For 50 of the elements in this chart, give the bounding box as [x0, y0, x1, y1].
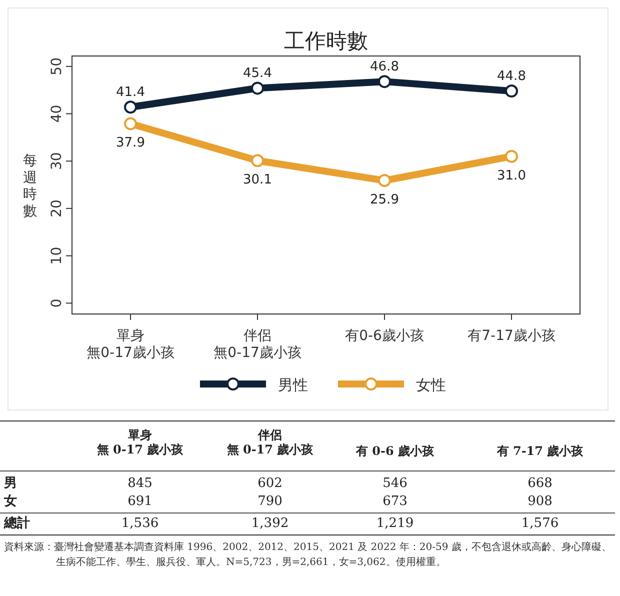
data-label: 908 [528, 494, 552, 509]
data-label: 1,536 [121, 516, 159, 531]
point [251, 154, 264, 168]
chart-title: 工作時數 [284, 29, 368, 53]
data-label: 602 [258, 476, 282, 491]
legend-label: 男性 [278, 376, 308, 394]
data-label: 31.0 [497, 168, 526, 184]
point [251, 82, 264, 95]
data-label: 46.8 [370, 60, 399, 75]
y-tick-label: 20 [49, 200, 65, 218]
y-tick-label: 50 [49, 58, 65, 76]
data-label: 546 [382, 476, 408, 491]
data-label: 1,392 [251, 516, 289, 531]
point [378, 75, 391, 88]
y-tick-label: 0 [49, 298, 65, 308]
y-tick-label: 10 [49, 246, 65, 265]
data-label: 45.4 [243, 66, 272, 82]
category-label: 有 0-6 歲小孩 [354, 444, 436, 458]
data-label: 30.1 [243, 172, 272, 188]
x-tick-label: 有7-17歲小孩 [468, 328, 556, 344]
text: 男 [3, 476, 17, 491]
y-tick-label: 30 [49, 152, 65, 170]
data-label: 1,219 [376, 516, 414, 531]
category-label: 有 7-17 歲小孩 [496, 444, 584, 458]
data-label: 44.8 [497, 69, 526, 84]
data-label: 691 [128, 494, 152, 509]
point [124, 117, 137, 130]
data-label: 668 [528, 476, 552, 491]
text: 總計 [3, 515, 30, 531]
category-label: 伴侶無 0-17 歲小孩 [226, 428, 314, 456]
x-tick-label: 有0-6歲小孩 [345, 328, 424, 344]
legend-label: 女性 [416, 376, 446, 394]
y-axis-title: 每週時數 [23, 153, 37, 220]
data-label: 41.4 [116, 85, 145, 100]
y-tick-label: 40 [49, 104, 65, 123]
point [378, 174, 391, 188]
x-tick-label: 單身無0-17歲小孩 [86, 328, 174, 361]
data-label: 673 [382, 494, 408, 509]
data-label: 25.9 [370, 192, 399, 208]
category-label: 單身無 0-17 歲小孩 [96, 428, 184, 456]
x-tick-label: 伴侶無0-17歲小孩 [214, 328, 302, 361]
text: 女 [3, 494, 17, 509]
data-label: 790 [258, 494, 282, 509]
data-label: 1,576 [521, 516, 559, 531]
data-label: 845 [128, 476, 152, 491]
point [124, 100, 137, 114]
point [505, 150, 518, 163]
point [505, 84, 518, 98]
data-label: 37.9 [116, 136, 145, 151]
source-note: 資料來源：臺灣社會變遷基本調查資料庫 1996、2002、2012、2015、2021 及 2022 年：20-59 歲，不包含退休或高齡、身心障礙、生病不能工作、學生、服兵役、軍人。N=5,723，男=2,661，女=3,062。使用權重。 [4, 540, 612, 570]
